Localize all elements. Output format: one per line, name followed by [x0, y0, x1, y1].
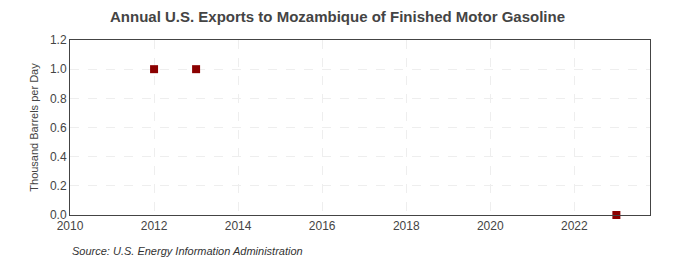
svg-text:2020: 2020	[477, 219, 504, 233]
svg-text:0.0: 0.0	[50, 208, 67, 222]
svg-text:Annual U.S. Exports to Mozambi: Annual U.S. Exports to Mozambique of Fin…	[110, 8, 565, 25]
svg-text:2018: 2018	[393, 219, 420, 233]
svg-text:2012: 2012	[141, 219, 168, 233]
svg-text:0.6: 0.6	[50, 121, 67, 135]
svg-text:Thousand Barrels per Day: Thousand Barrels per Day	[28, 63, 40, 192]
svg-text:2014: 2014	[225, 219, 252, 233]
svg-text:2016: 2016	[309, 219, 336, 233]
svg-text:0.2: 0.2	[50, 179, 67, 193]
svg-text:0.8: 0.8	[50, 92, 67, 106]
svg-text:0.4: 0.4	[50, 150, 67, 164]
svg-text:2022: 2022	[561, 219, 588, 233]
svg-text:Source: U.S. Energy Informatio: Source: U.S. Energy Information Administ…	[72, 245, 303, 257]
svg-text:1.2: 1.2	[50, 33, 67, 47]
svg-text:2010: 2010	[57, 219, 84, 233]
svg-text:1.0: 1.0	[50, 62, 67, 76]
